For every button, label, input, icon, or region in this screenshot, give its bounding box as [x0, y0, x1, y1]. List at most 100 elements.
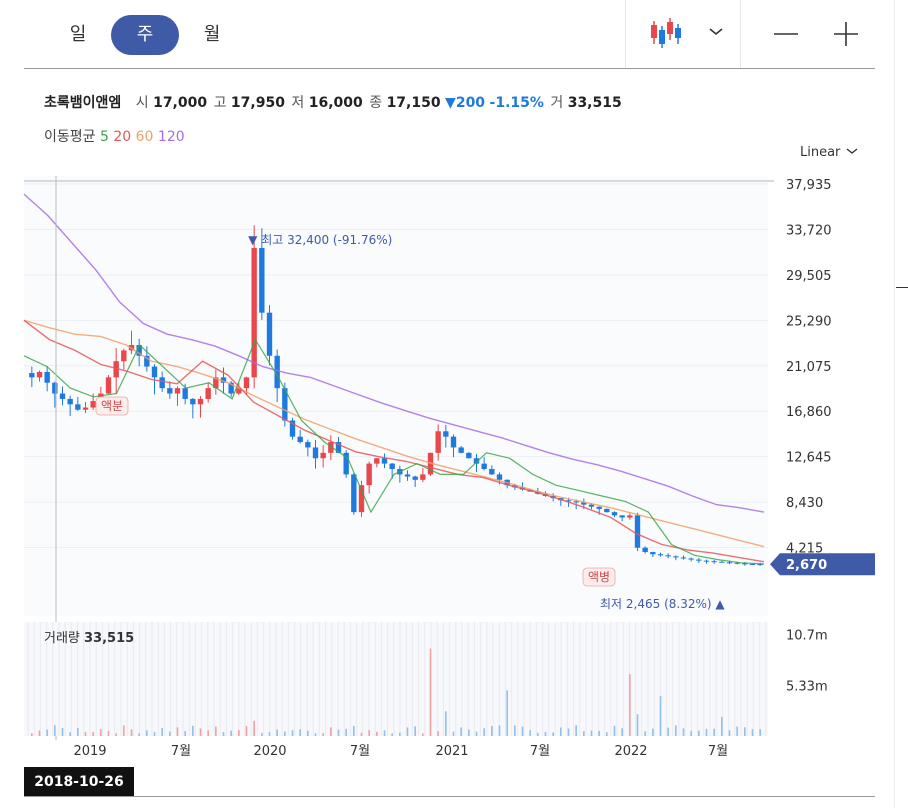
candle-body	[711, 561, 717, 563]
bottom-divider	[24, 796, 875, 797]
candle-body	[297, 436, 303, 443]
volume-label: 거	[550, 95, 564, 111]
y-tick-label: 8,430	[786, 496, 823, 511]
candle-body	[634, 515, 641, 548]
panel-edge	[894, 0, 895, 808]
plus-icon[interactable]	[832, 14, 860, 54]
x-tick-label: 2019	[73, 744, 106, 759]
candle-body	[29, 373, 35, 378]
candle-body	[473, 458, 480, 464]
event-tag-label: 액병	[588, 570, 610, 584]
candle-body	[688, 558, 694, 560]
candle-body	[320, 452, 326, 459]
candle-body	[381, 458, 388, 464]
candle-body	[305, 442, 311, 448]
candle-body	[443, 431, 449, 437]
volume-area	[24, 622, 768, 736]
period-week-tab[interactable]: 주	[111, 15, 179, 55]
candle-body	[696, 559, 702, 561]
cursor-date-badge: 2018-10-26	[24, 767, 134, 797]
candle-body	[673, 556, 679, 558]
x-tick-label: 7월	[171, 744, 191, 759]
candle-body	[749, 563, 756, 565]
candle-body	[289, 420, 296, 437]
open-label: 시	[135, 95, 149, 111]
candle-body	[757, 564, 763, 566]
candle-body	[466, 452, 472, 459]
candle-body	[197, 398, 204, 405]
candle-body	[412, 476, 418, 480]
x-tick-label: 2020	[253, 744, 286, 759]
candle-body	[167, 388, 173, 394]
current-price-marker	[770, 553, 875, 576]
candle-body	[52, 382, 58, 394]
candlestick-icon[interactable]	[646, 14, 686, 54]
event-tag	[582, 567, 616, 587]
candle-body	[389, 463, 395, 470]
candle-body	[374, 458, 380, 464]
change-arrow: ▼	[445, 95, 456, 111]
candle-body	[604, 508, 610, 513]
candle-body	[420, 474, 426, 480]
y-tick-label: 12,645	[786, 451, 832, 466]
y-tick-label: 4,215	[786, 542, 823, 557]
candle-body	[190, 398, 196, 405]
low-value: 16,000	[308, 95, 363, 111]
y-tick-label: 33,720	[786, 223, 832, 238]
candle-body	[282, 388, 288, 421]
candle-body	[75, 404, 81, 410]
minus-icon[interactable]	[772, 14, 800, 54]
candle-body	[228, 382, 234, 394]
candle-body	[404, 474, 411, 477]
candle-body	[351, 474, 357, 513]
y-tick-label: 16,860	[786, 405, 832, 420]
candle-body	[481, 463, 487, 470]
plot-area	[24, 176, 768, 616]
period-day-tab[interactable]: 일	[69, 24, 87, 45]
open-value: 17,000	[153, 95, 208, 111]
volume-label: 거래량 33,515	[44, 631, 134, 646]
candle-body	[611, 512, 618, 516]
candle-body	[243, 377, 250, 389]
ma5-label: 5	[99, 129, 109, 145]
candle-body	[458, 447, 464, 453]
quote-summary: 초록뱀이앤엠 시 17,000 고 17,950 저 16,000 종 17,1…	[44, 92, 622, 112]
high-label: 고	[213, 95, 227, 111]
change-percent: -1.15%	[489, 95, 544, 111]
event-tag	[95, 396, 129, 416]
y-tick-label: 37,935	[786, 178, 832, 193]
scale-dropdown[interactable]: Linear	[800, 145, 859, 160]
candle-body	[734, 562, 740, 564]
x-tick-label: 7월	[350, 744, 370, 759]
stock-name: 초록뱀이앤엠	[44, 95, 122, 111]
candle-body	[657, 554, 664, 556]
candle-body	[435, 431, 441, 453]
scale-label: Linear	[800, 145, 841, 160]
volume-tick-label: 10.7m	[786, 628, 828, 643]
volume-value: 33,515	[567, 95, 622, 111]
candle-body	[174, 388, 181, 394]
candle-body	[588, 504, 595, 507]
candle-body	[266, 312, 273, 356]
volume-tick-label: 5.33m	[786, 679, 828, 694]
x-tick-label: 7월	[530, 744, 550, 759]
candle-body	[105, 377, 112, 394]
chevron-down-icon	[846, 148, 857, 154]
candle-body	[151, 366, 158, 378]
candle-body	[642, 547, 648, 553]
ma120-label: 120	[157, 129, 185, 145]
candle-body	[144, 355, 150, 367]
period-month-tab[interactable]: 월	[203, 24, 221, 45]
event-tag-label: 액분	[101, 399, 123, 413]
close-label: 종	[369, 95, 383, 111]
candle-body	[328, 442, 334, 453]
candle-body	[450, 436, 457, 448]
candle-body	[159, 377, 165, 389]
candle-body	[274, 355, 280, 389]
candle-body	[259, 247, 265, 313]
chevron-down-icon[interactable]	[704, 14, 728, 54]
candle-body	[113, 361, 119, 378]
moving-average-legend: 이동평균 5 20 60 120	[44, 126, 185, 146]
candle-body	[59, 393, 66, 399]
